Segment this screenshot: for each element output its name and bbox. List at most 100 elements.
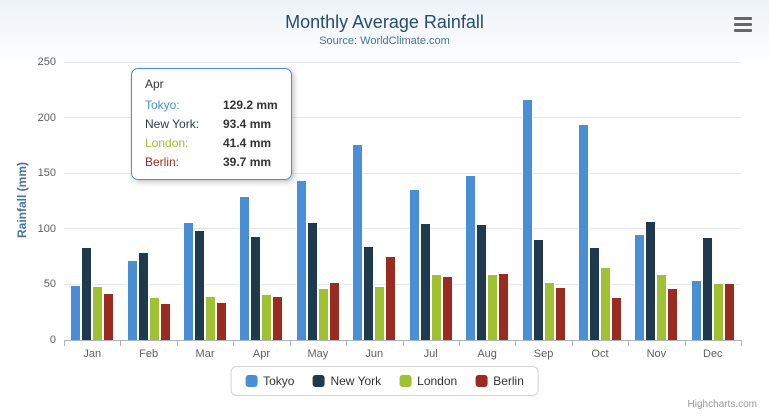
legend-swatch-london: [399, 375, 412, 387]
tooltip-series-name: Tokyo:: [145, 98, 180, 112]
tooltip-series-value: 41.4 mm: [223, 136, 272, 150]
y-axis-label: 0: [49, 334, 56, 346]
x-axis-tick: [684, 341, 686, 346]
legend-swatch-tokyo: [245, 375, 258, 387]
x-axis-category-label: May: [307, 348, 329, 360]
bar-london-jan[interactable]: [92, 285, 104, 340]
tooltip-rows: Tokyo: 129.2 mm New York: 93.4 mm London: 41.…: [145, 98, 278, 169]
bar-tokyo-may[interactable]: [295, 179, 307, 340]
bar-new-york-jan[interactable]: [81, 247, 93, 340]
legend-swatch-berlin: [475, 375, 488, 387]
bar-berlin-jun[interactable]: [385, 256, 397, 340]
tooltip-series-name: Berlin:: [145, 155, 180, 169]
x-axis-tick: [571, 341, 573, 346]
legend-item-new-york[interactable]: New York: [312, 374, 381, 388]
bar-new-york-may[interactable]: [306, 222, 318, 340]
x-axis-line: [64, 340, 742, 341]
y-axis-label: 50: [43, 278, 56, 291]
x-axis-tick: [402, 341, 404, 346]
y-axis-label: 150: [37, 167, 56, 180]
x-axis-category-label: Sep: [533, 348, 554, 360]
y-axis-label: 250: [37, 56, 56, 68]
bar-london-nov[interactable]: [656, 274, 668, 340]
bar-berlin-jan[interactable]: [103, 292, 115, 340]
menu-bar: [734, 17, 752, 20]
legend-swatch-new-york: [312, 375, 325, 387]
bar-tokyo-aug[interactable]: [465, 174, 477, 340]
chart-title: Monthly Average Rainfall: [285, 12, 484, 32]
legend-label: Tokyo: [263, 374, 295, 388]
x-axis-category-label: Jul: [423, 348, 438, 360]
bar-berlin-apr[interactable]: [272, 295, 284, 340]
bar-berlin-mar[interactable]: [216, 301, 228, 340]
menu-bar: [734, 29, 752, 32]
bar-berlin-nov[interactable]: [667, 287, 679, 340]
bar-berlin-dec[interactable]: [723, 283, 735, 340]
bar-london-oct[interactable]: [599, 267, 611, 340]
x-axis-category-label: Nov: [646, 348, 667, 360]
y-gridline: [64, 283, 741, 285]
bar-tokyo-nov[interactable]: [634, 233, 646, 340]
bar-berlin-feb[interactable]: [159, 303, 171, 340]
x-axis-tick: [289, 341, 291, 346]
bar-tokyo-sep[interactable]: [521, 99, 533, 340]
bar-new-york-nov[interactable]: [645, 221, 657, 340]
legend-item-berlin[interactable]: Berlin: [475, 374, 524, 388]
tooltip-category: Apr: [145, 77, 164, 91]
bar-london-dec[interactable]: [712, 283, 724, 340]
highcharts-credit[interactable]: Highcharts.com: [687, 399, 757, 410]
bar-new-york-oct[interactable]: [588, 247, 600, 340]
x-axis-tick: [120, 341, 122, 346]
bar-berlin-may[interactable]: [328, 281, 340, 340]
bar-new-york-aug[interactable]: [476, 224, 488, 340]
bar-tokyo-oct[interactable]: [577, 124, 589, 340]
x-axis-tick: [176, 341, 178, 346]
x-axis-category-label: Jun: [365, 348, 384, 360]
bar-tokyo-jun[interactable]: [352, 144, 364, 340]
x-axis-category-label: Oct: [591, 348, 609, 360]
bar-new-york-sep[interactable]: [532, 238, 544, 340]
bar-new-york-apr[interactable]: [250, 236, 262, 340]
bar-london-jul[interactable]: [430, 274, 442, 340]
legend: Tokyo New York London Berlin: [230, 366, 539, 396]
bar-berlin-jul[interactable]: [441, 276, 453, 340]
tooltip-series-name: New York:: [145, 117, 200, 131]
x-axis-category-label: Jan: [83, 348, 102, 360]
bar-tokyo-jan[interactable]: [70, 284, 82, 340]
legend-item-london[interactable]: London: [399, 374, 457, 388]
tooltip-series-value: 93.4 mm: [223, 117, 272, 131]
bar-tokyo-apr[interactable]: [239, 196, 251, 340]
x-axis-tick: [741, 341, 742, 346]
bar-new-york-feb[interactable]: [137, 252, 149, 340]
bar-tokyo-dec[interactable]: [690, 279, 702, 340]
tooltip-series-value: 39.7 mm: [223, 155, 272, 169]
bar-new-york-jul[interactable]: [419, 223, 431, 340]
y-gridline: [64, 61, 741, 63]
bar-berlin-oct[interactable]: [610, 296, 622, 340]
bar-london-sep[interactable]: [543, 281, 555, 340]
x-axis-category-label: Dec: [703, 348, 723, 360]
bar-london-aug[interactable]: [487, 273, 499, 340]
bar-london-feb[interactable]: [148, 296, 160, 340]
bar-berlin-aug[interactable]: [498, 272, 510, 340]
legend-label: New York: [330, 374, 382, 388]
bar-london-jun[interactable]: [374, 286, 386, 340]
bar-berlin-sep[interactable]: [554, 287, 566, 340]
tooltip-series-value: 129.2 mm: [223, 98, 278, 112]
bar-london-may[interactable]: [317, 287, 329, 340]
tooltip: Apr Tokyo: 129.2 mm New York: 93.4 mm London…: [131, 68, 292, 180]
bar-new-york-jun[interactable]: [363, 246, 375, 340]
bar-tokyo-feb[interactable]: [126, 260, 138, 340]
bar-london-apr[interactable]: [261, 293, 273, 340]
x-axis-category-label: Feb: [139, 348, 159, 360]
bar-tokyo-jul[interactable]: [408, 189, 420, 340]
bar-london-mar[interactable]: [205, 296, 217, 340]
bar-new-york-mar[interactable]: [194, 230, 206, 340]
hamburger-menu-icon[interactable]: [732, 16, 754, 33]
bar-new-york-dec[interactable]: [701, 237, 713, 340]
legend-item-tokyo[interactable]: Tokyo: [245, 374, 294, 388]
legend-label: Berlin: [493, 374, 524, 388]
x-axis-category-label: Mar: [195, 348, 215, 360]
y-gridline: [64, 172, 741, 174]
bar-tokyo-mar[interactable]: [183, 221, 195, 340]
